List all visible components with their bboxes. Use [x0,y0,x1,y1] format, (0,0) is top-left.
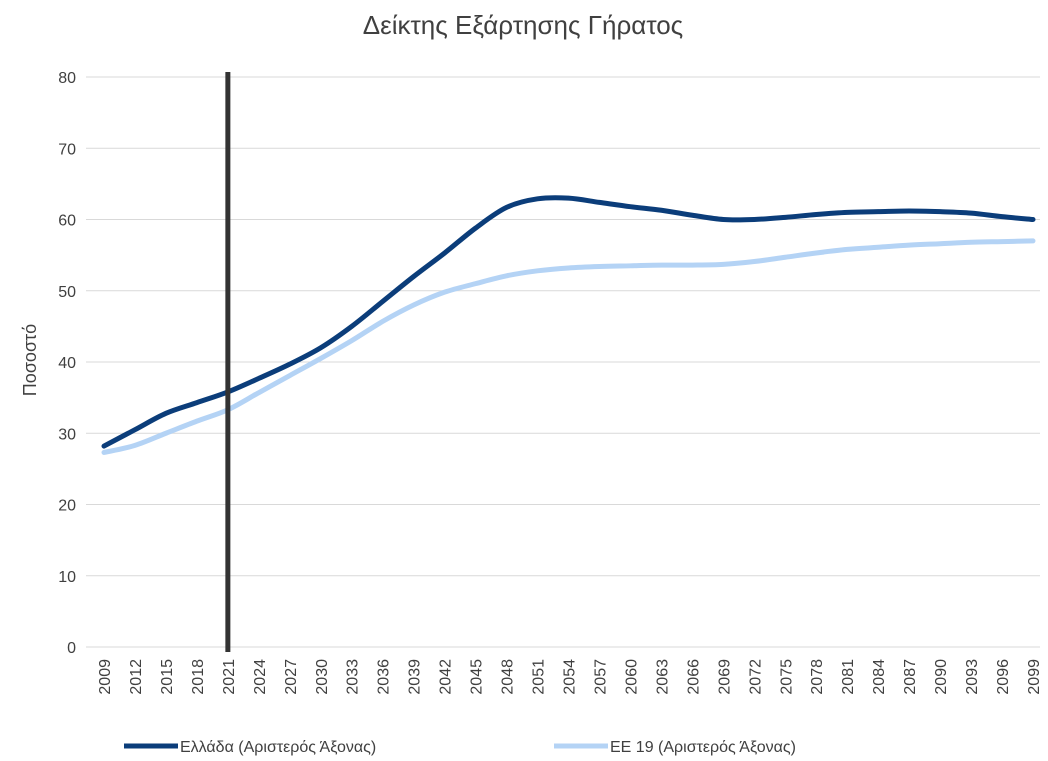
x-tick-label: 2051 [531,659,548,695]
x-tick-label: 2015 [159,659,176,695]
x-tick-label: 2066 [685,659,702,695]
x-tick-label: 2093 [964,659,981,695]
x-tick-label: 2090 [933,659,950,695]
x-tick-label: 2012 [128,659,145,695]
chart-title: Δείκτης Εξάρτησης Γήρατος [363,10,683,40]
x-tick-label: 2057 [592,659,609,695]
x-tick-label: 2027 [283,659,300,695]
x-tick-label: 2030 [314,659,331,695]
x-tick-label: 2063 [654,659,671,695]
legend-label: ΕΕ 19 (Αριστερός Άξονας) [610,739,796,756]
y-tick-label: 80 [58,70,76,87]
y-tick-label: 0 [67,640,76,657]
x-tick-label: 2054 [562,659,579,695]
y-tick-label: 50 [58,284,76,301]
y-axis-label: Ποσοστό [20,324,40,396]
x-tick-label: 2021 [221,659,238,695]
x-tick-label: 2033 [345,659,362,695]
x-tick-label: 2081 [840,659,857,695]
x-tick-label: 2024 [252,659,269,695]
y-tick-label: 40 [58,355,76,372]
y-tick-label: 10 [58,569,76,586]
x-tick-label: 2075 [778,659,795,695]
x-tick-label: 2048 [500,659,517,695]
x-tick-label: 2018 [190,659,207,695]
y-tick-label: 20 [58,498,76,515]
x-tick-label: 2096 [995,659,1012,695]
y-tick-label: 60 [58,213,76,230]
y-tick-label: 30 [58,426,76,443]
x-tick-label: 2009 [97,659,114,695]
series-line [101,238,1036,455]
x-tick-label: 2036 [376,659,393,695]
x-tick-label: 2069 [716,659,733,695]
x-tick-label: 2042 [438,659,455,695]
x-tick-label: 2078 [809,659,826,695]
legend-label: Ελλάδα (Αριστερός Άξονας) [180,739,376,756]
x-tick-label: 2045 [469,659,486,695]
x-tick-label: 2060 [623,659,640,695]
y-tick-label: 70 [58,141,76,158]
x-tick-label: 2084 [871,659,888,695]
x-tick-label: 2072 [747,659,764,695]
x-tick-label: 2039 [407,659,424,695]
series-line [101,195,1036,449]
x-tick-label: 2099 [1026,659,1043,695]
x-tick-label: 2087 [902,659,919,695]
